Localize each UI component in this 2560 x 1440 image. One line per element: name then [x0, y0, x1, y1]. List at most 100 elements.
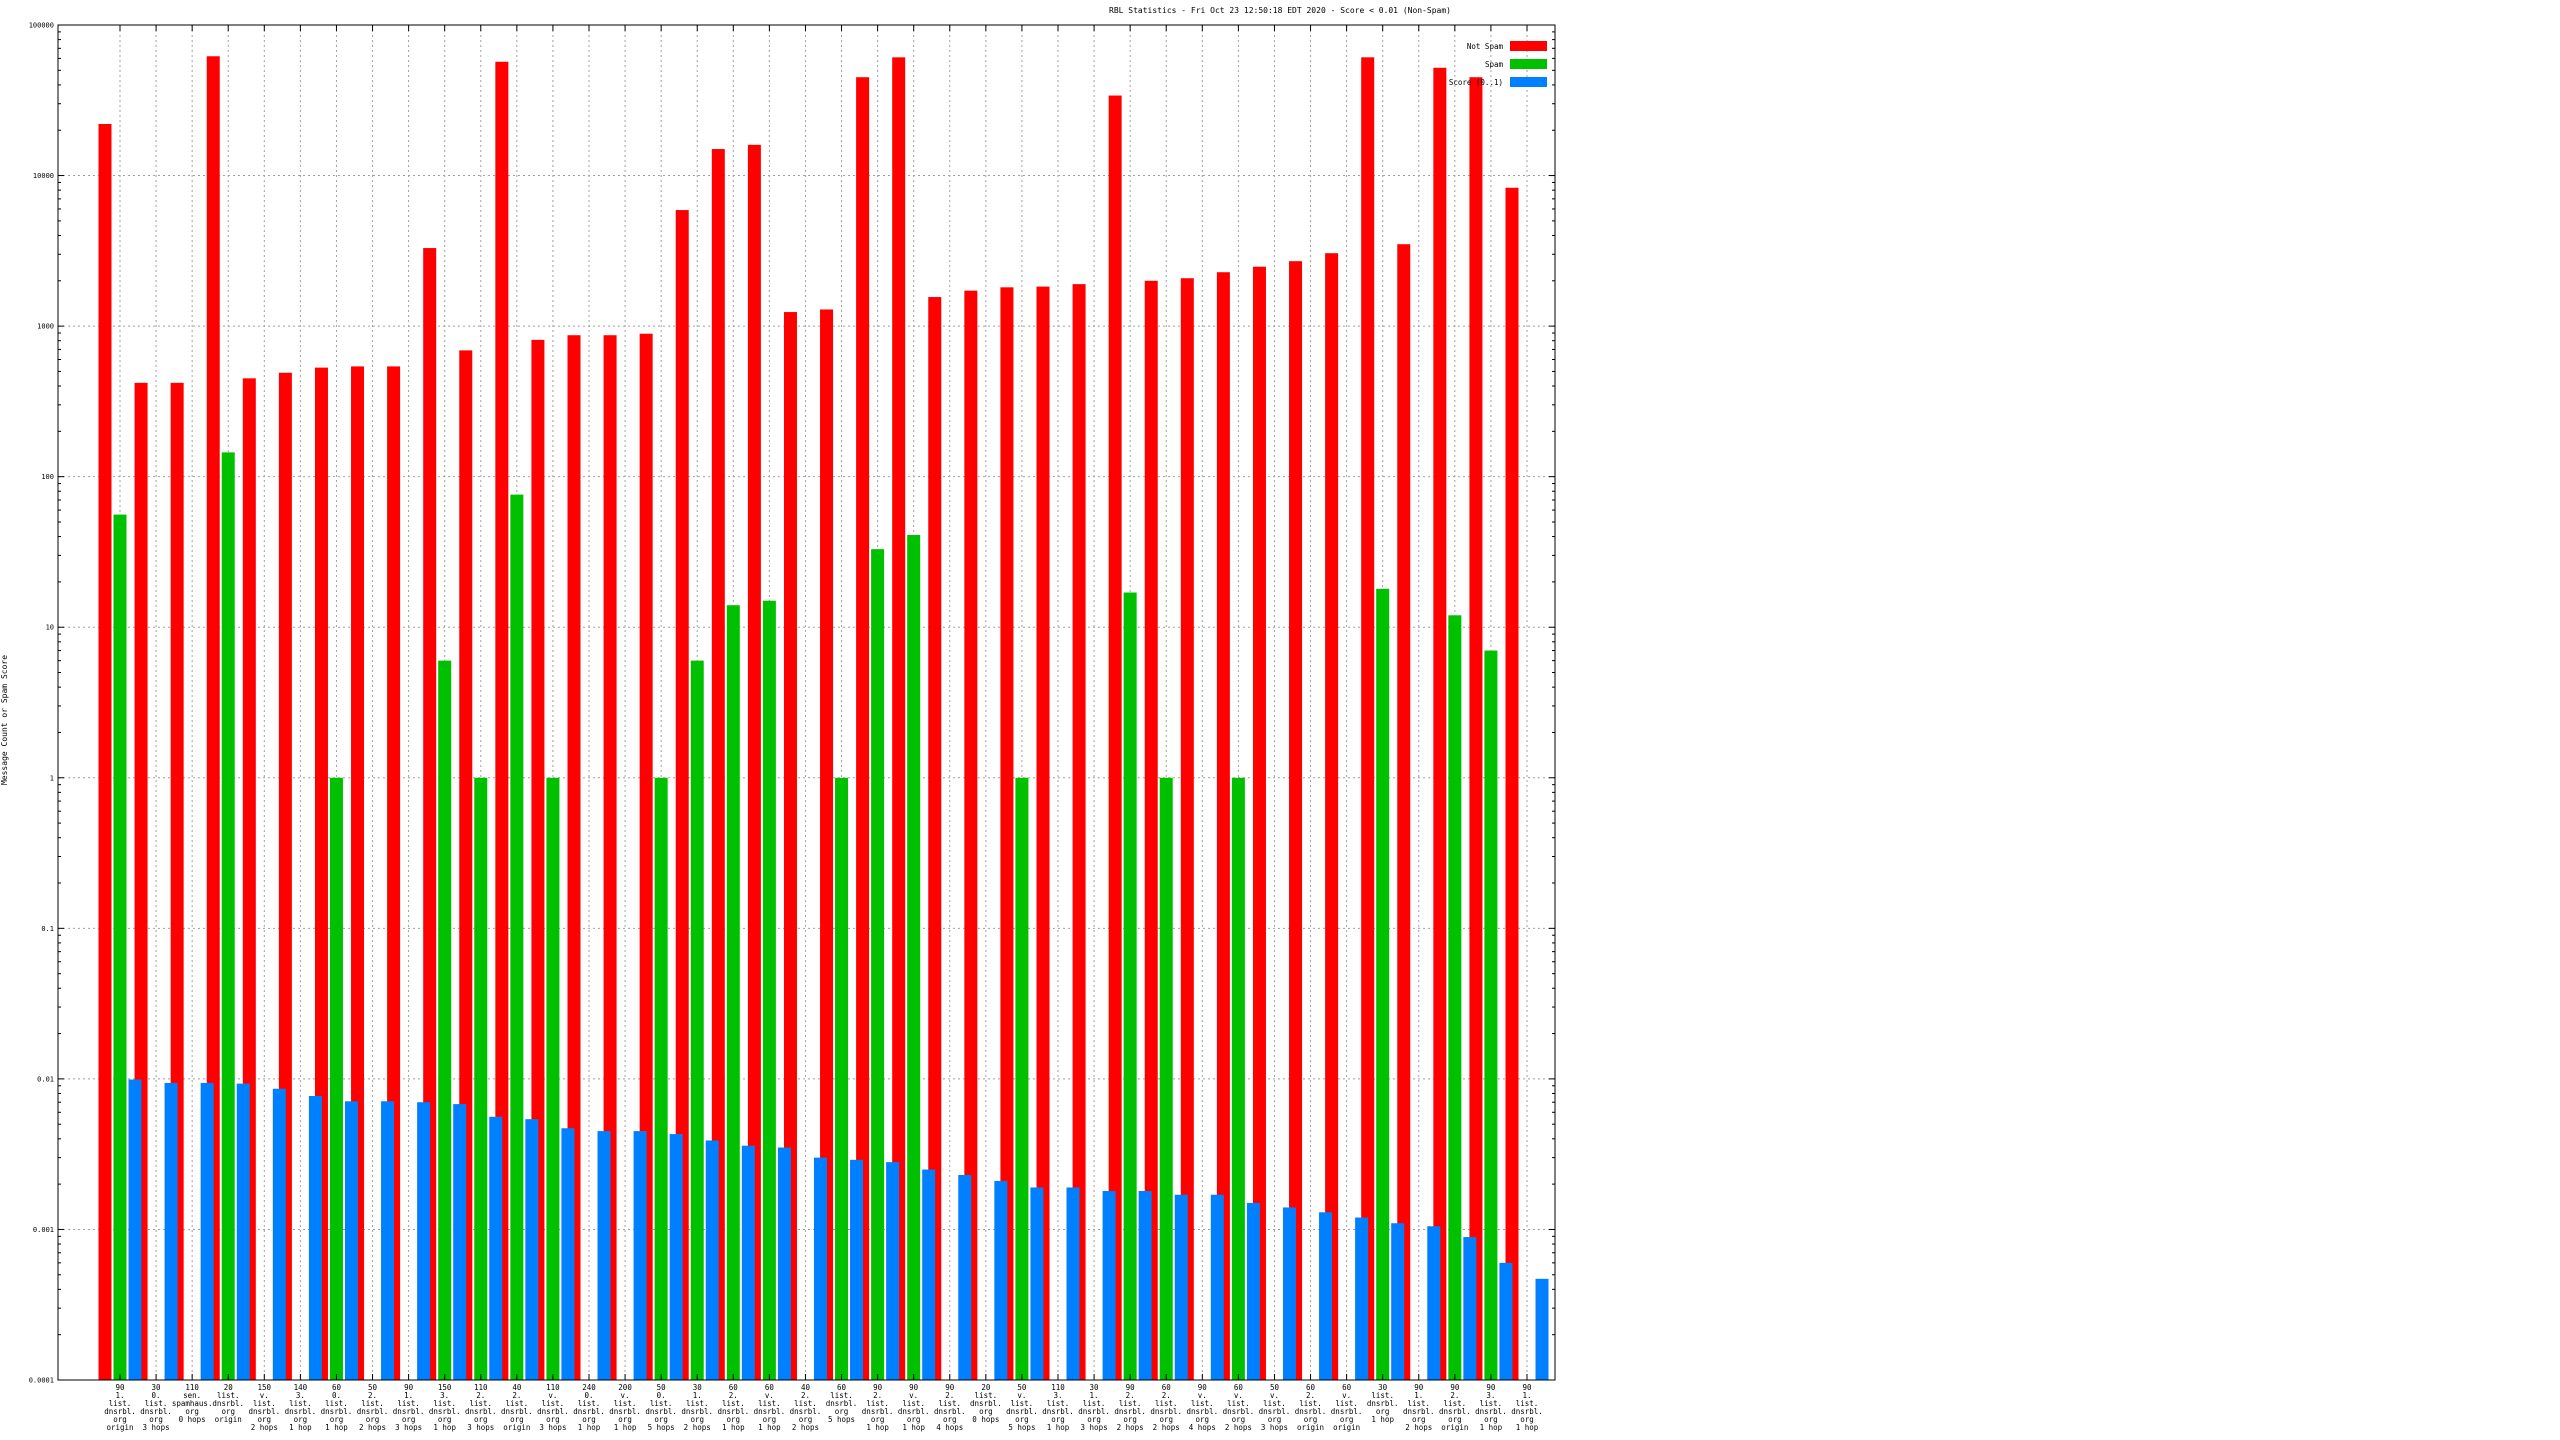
x-tick-label: 90 1. list. dnsrbl. org 1 hop: [1511, 1383, 1543, 1432]
x-tick-label-line: 2 hops: [1225, 1423, 1252, 1432]
x-tick-label: 30 0. list. dnsrbl. org 3 hops: [140, 1383, 172, 1432]
x-tick-label-line: list.: [578, 1399, 601, 1408]
x-tick-label-line: org: [185, 1407, 199, 1416]
x-tick-label-line: origin: [503, 1423, 530, 1432]
x-tick-label-line: 40: [512, 1383, 522, 1392]
x-tick-label-line: dnsrbl.: [1259, 1407, 1291, 1416]
x-tick-label-line: list.: [506, 1399, 529, 1408]
y-tick-label: 0.0001: [29, 1377, 54, 1385]
x-tick-label-line: 200: [618, 1383, 632, 1392]
x-tick-label: 90 v. list. dnsrbl. org 1 hop: [898, 1383, 930, 1432]
not-spam-bar: [1108, 95, 1122, 1380]
score-bar: [200, 1082, 214, 1380]
not-spam-bar: [1216, 272, 1230, 1380]
x-tick-label-line: 1 hop: [578, 1423, 601, 1432]
x-tick-label: 90 1. list. dnsrbl. org 3 hops: [393, 1383, 425, 1432]
x-tick-label-line: org: [799, 1415, 813, 1424]
x-tick-label-line: 2 hops: [359, 1423, 386, 1432]
x-tick-label: 60 2. list. dnsrbl. org 2 hops: [1150, 1383, 1182, 1432]
x-tick-label: 150 v. list. dnsrbl. org 2 hops: [249, 1383, 281, 1432]
x-tick-label-line: v.: [765, 1391, 774, 1400]
score-bar: [489, 1116, 503, 1380]
x-tick-label-line: list.: [686, 1399, 709, 1408]
x-tick-label-line: list.: [830, 1391, 853, 1400]
x-tick-label: 110 3. list. dnsrbl. org 1 hop: [1042, 1383, 1074, 1432]
x-tick-label-line: dnsrbl.: [1006, 1407, 1038, 1416]
x-tick-label-line: dnsrbl.: [898, 1407, 930, 1416]
x-tick-label-line: 40: [801, 1383, 811, 1392]
x-tick-label-line: dnsrbl.: [1078, 1407, 1110, 1416]
x-tick-label-line: 1.: [1414, 1391, 1423, 1400]
x-tick-label-line: dnsrbl.: [1511, 1407, 1543, 1416]
x-tick-label: 30 list. dnsrbl. org 1 hop: [1367, 1383, 1399, 1424]
x-tick-label-line: org: [690, 1415, 704, 1424]
x-tick-label-line: list.: [1191, 1399, 1214, 1408]
x-tick-label-line: 90: [1414, 1383, 1424, 1392]
not-spam-bar: [964, 290, 978, 1380]
score-bar: [958, 1174, 972, 1380]
x-tick-label-line: 5 hops: [1008, 1423, 1035, 1432]
x-tick-label: 200 v. list. dnsrbl. org 1 hop: [609, 1383, 641, 1432]
not-spam-bar: [1072, 284, 1086, 1381]
score-bar: [1138, 1191, 1152, 1380]
x-tick-label-line: 90: [909, 1383, 919, 1392]
x-tick-label: 60 2. list. dnsrbl. org 1 hop: [718, 1383, 750, 1432]
legend-not-spam-swatch: [1510, 41, 1547, 51]
spam-bar: [1484, 650, 1498, 1380]
score-bar: [1319, 1212, 1333, 1380]
x-tick-label-line: org: [727, 1415, 741, 1424]
x-tick-label-line: 3 hops: [467, 1423, 494, 1432]
score-bar: [597, 1131, 611, 1380]
x-tick-label-line: dnsrbl.: [1042, 1407, 1074, 1416]
x-tick-label-line: list.: [217, 1391, 240, 1400]
x-tick-label-line: 110: [1051, 1383, 1065, 1392]
score-bar: [705, 1140, 719, 1380]
y-tick-label: 100: [41, 473, 54, 481]
score-bar: [344, 1101, 358, 1380]
x-tick-label-line: dnsrbl.: [537, 1407, 569, 1416]
score-bar: [1174, 1194, 1188, 1380]
x-tick-label-line: dnsrbl.: [754, 1407, 786, 1416]
x-tick-label-line: 3 hops: [1081, 1423, 1108, 1432]
y-tick-label: 0.1: [41, 925, 54, 933]
x-tick-label-line: sen.: [183, 1391, 201, 1400]
x-tick-label-line: dnsrbl.: [1223, 1407, 1255, 1416]
x-tick-label-line: 240: [582, 1383, 596, 1392]
x-tick-label-line: dnsrbl.: [285, 1407, 317, 1416]
x-tick-label-line: dnsrbl.: [681, 1407, 713, 1416]
x-tick-label: 60 2. list. dnsrbl. org origin: [1295, 1383, 1327, 1432]
x-tick-label-line: org: [113, 1415, 127, 1424]
x-tick-label: 90 v. list. dnsrbl. org 4 hops: [1187, 1383, 1219, 1432]
x-tick-label-line: 0.: [657, 1391, 666, 1400]
x-tick-label-line: 110: [185, 1383, 199, 1392]
x-tick-label-line: 4 hops: [1189, 1423, 1216, 1432]
score-bar: [1210, 1194, 1224, 1380]
score-bar: [994, 1180, 1008, 1380]
x-tick-label-line: 50: [1017, 1383, 1027, 1392]
grid-lines: [58, 25, 1555, 1380]
x-tick-label-line: org: [1232, 1415, 1246, 1424]
not-spam-bar: [1289, 261, 1303, 1381]
score-bar: [633, 1131, 647, 1380]
x-tick-label-line: 90: [1522, 1383, 1532, 1392]
score-bar: [561, 1128, 575, 1380]
x-tick-label-line: dnsrbl.: [1439, 1407, 1471, 1416]
score-bar: [453, 1104, 467, 1380]
x-tick-label-line: list.: [1407, 1399, 1430, 1408]
score-bar: [850, 1159, 864, 1380]
x-tick-label-line: list.: [397, 1399, 420, 1408]
score-bar: [1427, 1226, 1441, 1380]
x-tick-label: 50 v. list. dnsrbl. org 5 hops: [1006, 1383, 1038, 1432]
x-tick-label-line: dnsrbl.: [790, 1407, 822, 1416]
x-tick-label-line: list.: [289, 1399, 312, 1408]
x-tick-label-line: list.: [361, 1399, 384, 1408]
x-tick-label-line: 1 hop: [433, 1423, 456, 1432]
x-tick-label-line: v.: [1342, 1391, 1351, 1400]
legend-not-spam-label: Not Spam: [1467, 42, 1504, 51]
score-bar: [669, 1134, 683, 1380]
x-tick-label-line: org: [871, 1415, 885, 1424]
x-tick-label-line: org: [546, 1415, 560, 1424]
x-tick-label-line: 2.: [945, 1391, 954, 1400]
x-tick-label-line: org: [1051, 1415, 1065, 1424]
x-tick-label-line: 3.: [1053, 1391, 1062, 1400]
